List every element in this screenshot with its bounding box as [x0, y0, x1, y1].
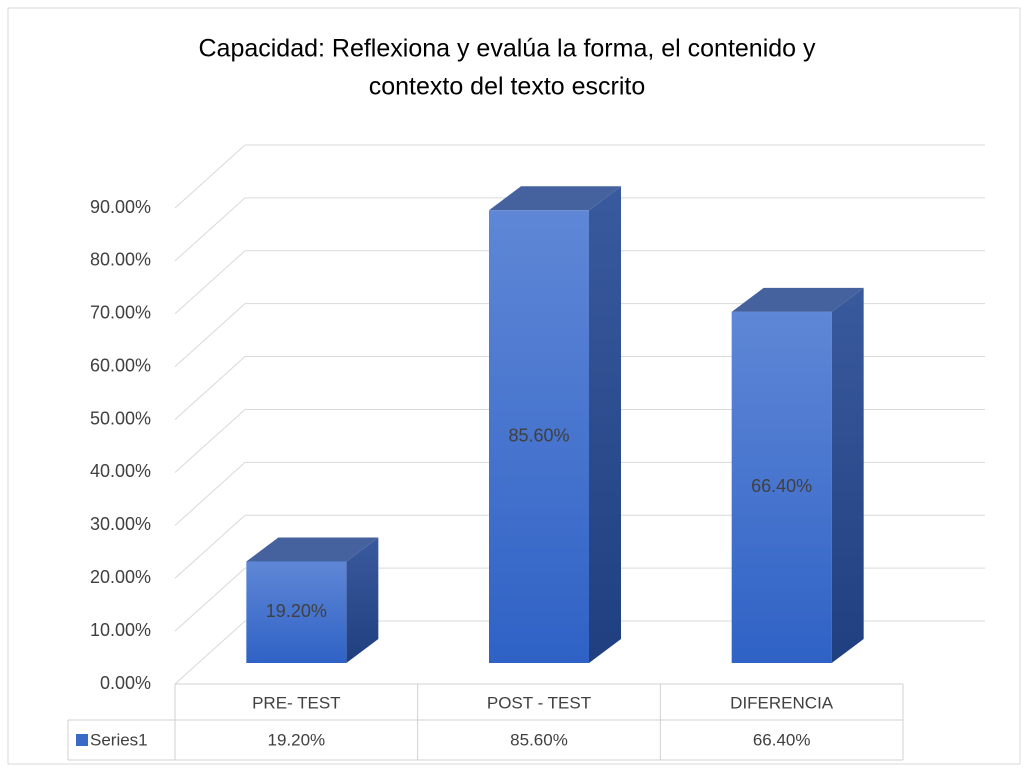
- grid-line: [174, 409, 246, 473]
- y-tick-label: 60.00%: [90, 355, 151, 375]
- grid-line: [174, 567, 246, 632]
- chart-title: contexto del texto escrito: [369, 73, 646, 101]
- bar-side: [346, 537, 379, 663]
- bar-top: [731, 287, 864, 312]
- grid-line: [174, 250, 246, 315]
- legend-swatch: [76, 734, 88, 746]
- grid-line: [174, 461, 246, 526]
- grid-line: [174, 144, 246, 209]
- data-label: 85.60%: [508, 425, 569, 445]
- y-tick-label: 90.00%: [90, 197, 151, 217]
- y-tick-label: 80.00%: [90, 250, 151, 270]
- bar-top: [489, 186, 621, 211]
- bar: [246, 561, 347, 663]
- table-value: 19.20%: [267, 730, 325, 749]
- data-label: 19.20%: [266, 601, 327, 621]
- table-value: 85.60%: [510, 730, 568, 749]
- grid-line: [174, 197, 246, 262]
- y-tick-label: 40.00%: [90, 461, 151, 481]
- legend-label: Series1: [90, 730, 148, 749]
- x-tick-label: POST - TEST: [487, 693, 591, 712]
- bar-side: [831, 287, 864, 663]
- x-tick-label: PRE- TEST: [252, 693, 340, 712]
- bar: [731, 311, 832, 663]
- data-label: 66.40%: [751, 476, 812, 496]
- bar-top: [246, 537, 379, 562]
- y-tick-label: 10.00%: [90, 620, 151, 640]
- chart-title: Capacidad: Reflexiona y evalúa la forma,…: [198, 35, 816, 63]
- y-tick-label: 20.00%: [90, 567, 151, 587]
- grid-line: [174, 620, 246, 685]
- grid-line: [174, 303, 246, 368]
- bar: [489, 210, 589, 663]
- y-tick-label: 50.00%: [90, 408, 151, 428]
- y-tick-label: 70.00%: [90, 303, 151, 323]
- y-tick-label: 0.00%: [100, 673, 151, 693]
- bar-side: [589, 186, 621, 663]
- grid-line: [174, 514, 246, 579]
- table-value: 66.40%: [753, 730, 811, 749]
- grid-line: [174, 356, 246, 420]
- y-tick-label: 30.00%: [90, 514, 151, 534]
- x-tick-label: DIFERENCIA: [730, 693, 834, 712]
